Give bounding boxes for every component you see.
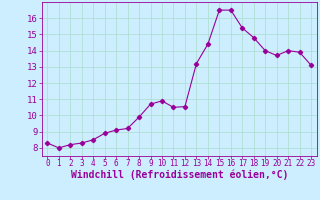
X-axis label: Windchill (Refroidissement éolien,°C): Windchill (Refroidissement éolien,°C) (70, 169, 288, 180)
